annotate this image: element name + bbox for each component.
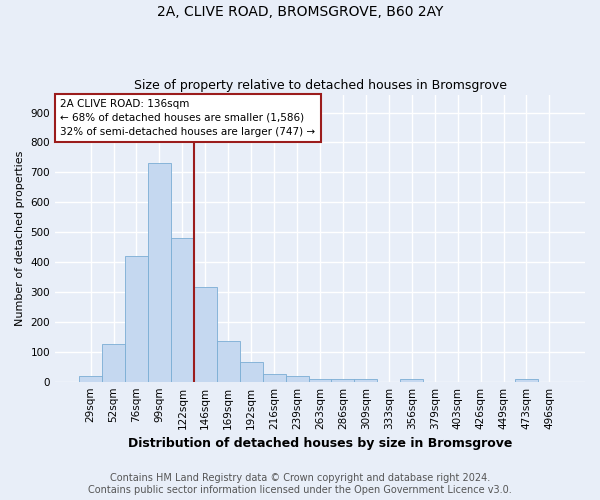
Bar: [308, 378, 331, 382]
Text: 2A CLIVE ROAD: 136sqm
← 68% of detached houses are smaller (1,586)
32% of semi-d: 2A CLIVE ROAD: 136sqm ← 68% of detached …: [61, 99, 316, 137]
X-axis label: Distribution of detached houses by size in Bromsgrove: Distribution of detached houses by size …: [128, 437, 512, 450]
Bar: [286, 376, 308, 382]
Text: 2A, CLIVE ROAD, BROMSGROVE, B60 2AY: 2A, CLIVE ROAD, BROMSGROVE, B60 2AY: [157, 5, 443, 19]
Y-axis label: Number of detached properties: Number of detached properties: [15, 150, 25, 326]
Bar: [217, 342, 240, 382]
Bar: [355, 380, 377, 382]
Bar: [400, 380, 423, 382]
Bar: [515, 380, 538, 382]
Title: Size of property relative to detached houses in Bromsgrove: Size of property relative to detached ho…: [134, 79, 506, 92]
Bar: [263, 374, 286, 382]
Bar: [171, 238, 194, 382]
Bar: [331, 378, 355, 382]
Bar: [79, 376, 102, 382]
Bar: [148, 164, 171, 382]
Bar: [102, 344, 125, 382]
Bar: [194, 288, 217, 382]
Bar: [125, 256, 148, 382]
Bar: [240, 362, 263, 382]
Text: Contains HM Land Registry data © Crown copyright and database right 2024.
Contai: Contains HM Land Registry data © Crown c…: [88, 474, 512, 495]
